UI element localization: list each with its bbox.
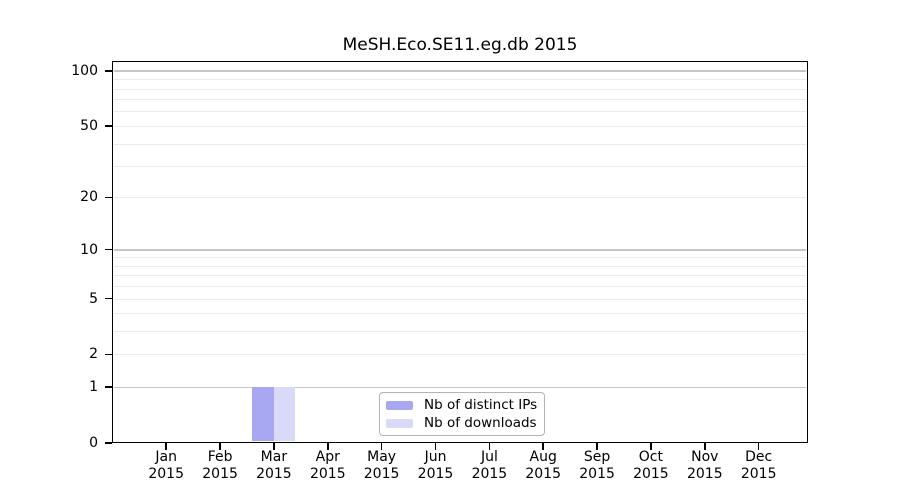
gridline-minor bbox=[114, 331, 806, 333]
y-tick-mark bbox=[105, 70, 112, 72]
x-month-label: May bbox=[367, 449, 397, 465]
x-month-label: Feb bbox=[207, 449, 233, 465]
y-tick-label: 1 bbox=[89, 379, 98, 396]
gridline-minor bbox=[114, 313, 806, 315]
x-tick-mark bbox=[434, 443, 437, 450]
gridline-minor bbox=[114, 354, 806, 356]
gridline-minor bbox=[114, 125, 806, 127]
bar-distinct-ips bbox=[252, 387, 274, 442]
x-year-label: 2015 bbox=[309, 466, 346, 482]
gridline-minor bbox=[114, 275, 806, 277]
x-tick-label: Jun 2015 bbox=[407, 449, 465, 483]
x-tick-mark bbox=[273, 443, 275, 450]
x-tick-label: Nov 2015 bbox=[676, 449, 734, 483]
gridline-minor bbox=[114, 88, 806, 90]
y-tick-label: 50 bbox=[80, 117, 98, 134]
y-tick-label: 20 bbox=[80, 189, 98, 206]
y-tick-mark bbox=[105, 353, 112, 356]
gridline-major bbox=[114, 70, 806, 72]
gridline-minor bbox=[114, 298, 806, 300]
x-month-label: Jan bbox=[155, 449, 177, 465]
x-tick-mark bbox=[165, 443, 167, 450]
y-tick-mark bbox=[105, 125, 112, 127]
x-year-label: 2015 bbox=[525, 466, 561, 482]
y-tick-label: 10 bbox=[80, 241, 98, 258]
y-tick-label: 100 bbox=[71, 62, 98, 79]
x-tick-label: Jul 2015 bbox=[460, 449, 518, 483]
legend: Nb of distinct IPs Nb of downloads bbox=[379, 392, 545, 436]
x-tick-mark bbox=[327, 443, 329, 450]
x-tick-mark bbox=[757, 443, 760, 450]
x-tick-mark bbox=[704, 443, 706, 450]
gridline-minor bbox=[114, 197, 806, 199]
legend-label: Nb of distinct IPs bbox=[424, 397, 538, 413]
x-tick-mark bbox=[542, 443, 544, 450]
gridline-major bbox=[114, 249, 806, 251]
x-tick-label: May 2015 bbox=[353, 449, 411, 483]
x-tick-label: Dec 2015 bbox=[730, 449, 788, 483]
legend-label: Nb of downloads bbox=[424, 415, 537, 431]
y-tick-mark bbox=[105, 297, 112, 300]
chart-title: MeSH.Eco.SE11.eg.db 2015 bbox=[342, 35, 578, 55]
legend-swatch-icon bbox=[386, 400, 413, 410]
x-year-label: 2015 bbox=[256, 466, 292, 482]
x-tick-label: Sep 2015 bbox=[568, 449, 626, 483]
x-month-label: Mar bbox=[260, 449, 288, 465]
plot-area-border bbox=[112, 61, 808, 443]
x-month-label: Dec bbox=[745, 449, 773, 465]
legend-entry: Nb of downloads bbox=[386, 414, 538, 432]
y-tick-label: 0 bbox=[89, 435, 98, 451]
x-tick-mark bbox=[488, 443, 491, 450]
x-tick-mark bbox=[380, 443, 383, 450]
y-tick-mark bbox=[105, 196, 112, 199]
x-tick-label: Oct 2015 bbox=[622, 449, 680, 483]
y-tick-mark bbox=[105, 386, 112, 388]
x-year-label: 2015 bbox=[740, 466, 777, 482]
gridline-minor bbox=[114, 257, 806, 259]
legend-rows: Nb of distinct IPs Nb of downloads bbox=[386, 396, 538, 432]
x-month-label: Jul bbox=[480, 449, 498, 465]
x-year-label: 2015 bbox=[633, 466, 669, 482]
y-tick-label: 5 bbox=[89, 290, 98, 307]
x-year-label: 2015 bbox=[686, 466, 723, 482]
x-month-label: Jun bbox=[424, 449, 447, 465]
gridline-minor bbox=[114, 79, 806, 81]
x-tick-mark bbox=[219, 443, 221, 450]
x-tick-label: Feb 2015 bbox=[191, 449, 249, 483]
x-year-label: 2015 bbox=[363, 466, 400, 482]
x-tick-mark bbox=[650, 443, 652, 450]
gridline-minor bbox=[114, 265, 806, 267]
gridline-minor bbox=[114, 166, 806, 167]
gridline-minor bbox=[114, 143, 806, 145]
legend-entry: Nb of distinct IPs bbox=[386, 396, 538, 414]
x-tick-label: Jan 2015 bbox=[137, 449, 195, 483]
x-year-label: 2015 bbox=[417, 466, 454, 482]
y-tick-mark bbox=[105, 442, 112, 444]
x-tick-label: Mar 2015 bbox=[245, 449, 303, 483]
gridline-minor bbox=[114, 286, 806, 288]
x-month-label: Sep bbox=[583, 449, 611, 465]
x-tick-mark bbox=[596, 443, 598, 450]
x-year-label: 2015 bbox=[579, 466, 615, 482]
x-tick-label: Aug 2015 bbox=[514, 449, 572, 483]
x-month-label: Aug bbox=[529, 449, 557, 465]
bar-downloads bbox=[273, 387, 296, 442]
gridline-minor bbox=[114, 111, 806, 113]
gridline-major bbox=[114, 386, 806, 389]
y-tick-mark bbox=[105, 248, 112, 251]
x-year-label: 2015 bbox=[148, 466, 184, 482]
y-tick-label: 2 bbox=[89, 346, 98, 363]
legend-swatch-icon bbox=[386, 418, 413, 428]
x-year-label: 2015 bbox=[202, 466, 238, 482]
x-tick-label: Apr 2015 bbox=[299, 449, 357, 483]
x-month-label: Apr bbox=[315, 449, 340, 465]
gridline-minor bbox=[114, 99, 806, 101]
x-year-label: 2015 bbox=[471, 466, 508, 482]
x-month-label: Oct bbox=[638, 449, 663, 465]
x-month-label: Nov bbox=[691, 449, 719, 465]
